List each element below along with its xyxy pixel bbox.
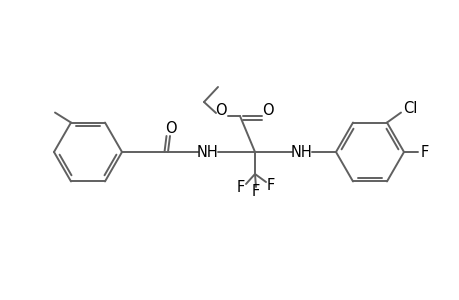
Text: O: O bbox=[215, 103, 226, 118]
Text: F: F bbox=[252, 184, 259, 200]
Text: NH: NH bbox=[291, 145, 312, 160]
Text: Cl: Cl bbox=[402, 101, 416, 116]
Text: O: O bbox=[165, 121, 176, 136]
Text: F: F bbox=[236, 181, 245, 196]
Text: NH: NH bbox=[197, 145, 218, 160]
Text: F: F bbox=[420, 145, 428, 160]
Text: O: O bbox=[262, 103, 273, 118]
Text: F: F bbox=[266, 178, 274, 194]
